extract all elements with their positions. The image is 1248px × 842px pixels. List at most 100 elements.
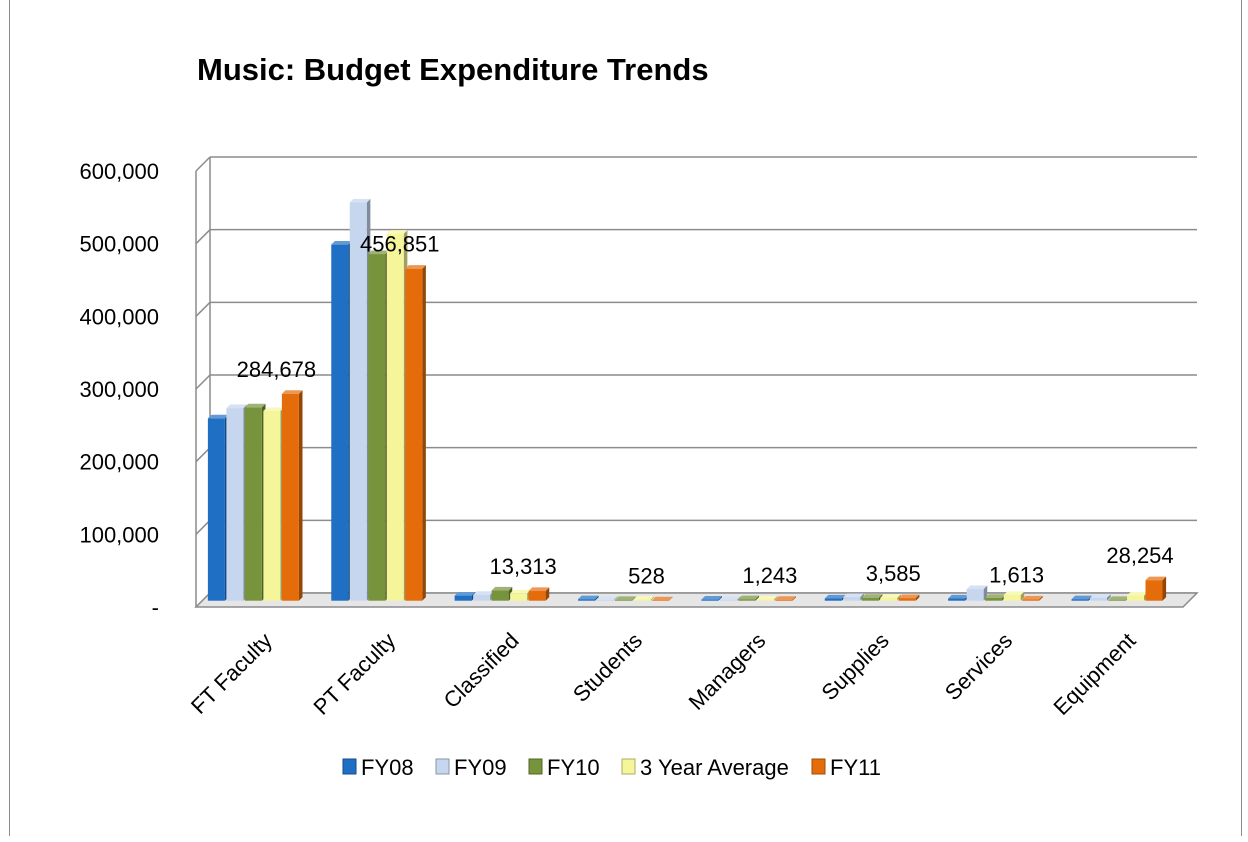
bar-3-year-average bbox=[756, 599, 774, 601]
bar-top bbox=[1145, 576, 1167, 581]
gridline-wall bbox=[195, 447, 211, 463]
legend-swatch bbox=[528, 758, 543, 775]
y-tick-label: 200,000 bbox=[79, 450, 159, 475]
bar-fy09 bbox=[226, 408, 244, 601]
bar-fy09 bbox=[966, 589, 984, 601]
bar-top bbox=[966, 585, 988, 590]
bar-fy11 bbox=[898, 598, 916, 601]
bar-side bbox=[422, 265, 426, 601]
bar-top bbox=[263, 407, 284, 412]
y-tick-label: 100,000 bbox=[79, 522, 159, 547]
bar-top bbox=[281, 390, 303, 394]
bar-fy11 bbox=[1145, 580, 1163, 601]
legend-swatch bbox=[435, 758, 450, 775]
bar-fy11 bbox=[652, 600, 670, 601]
gridline-wall bbox=[195, 156, 211, 172]
bar-fy11 bbox=[1022, 599, 1040, 601]
data-label: 13,313 bbox=[489, 554, 556, 579]
data-label: 456,851 bbox=[360, 232, 440, 257]
x-tick-label: PT Faculty bbox=[309, 628, 401, 720]
chart-floor bbox=[194, 592, 1199, 608]
bar-top bbox=[1003, 591, 1025, 596]
gridline-wall bbox=[195, 301, 211, 317]
bar-top bbox=[615, 596, 636, 600]
bar-3-year-average bbox=[510, 593, 528, 601]
bar-3-year-average bbox=[263, 411, 281, 601]
bar-top bbox=[898, 594, 920, 599]
legend-swatch bbox=[621, 758, 636, 775]
bar-side bbox=[736, 596, 741, 601]
legend-label: FY11 bbox=[830, 755, 881, 780]
bar-top bbox=[701, 596, 722, 600]
bar-top bbox=[824, 594, 846, 599]
bar-top bbox=[652, 596, 673, 601]
bar-fy10 bbox=[861, 597, 879, 601]
bar-fy09 bbox=[719, 599, 737, 601]
bar-side bbox=[298, 390, 303, 601]
bar-3-year-average bbox=[1003, 595, 1021, 601]
y-tick-label: - bbox=[152, 595, 159, 620]
gridline-wall bbox=[195, 229, 211, 245]
chart-frame: Music: Budget Expenditure Trends - 100,000… bbox=[9, 0, 1242, 836]
bar-3-year-average bbox=[1127, 595, 1145, 601]
bar-side bbox=[545, 587, 550, 601]
x-tick-label: Equipment bbox=[1048, 628, 1140, 720]
bar-top bbox=[880, 594, 901, 598]
bar-fy11 bbox=[775, 599, 793, 601]
bar-top bbox=[368, 250, 389, 255]
bar-top bbox=[510, 589, 531, 594]
bar-3-year-average bbox=[386, 233, 404, 601]
bar-fy08 bbox=[824, 598, 842, 601]
bar-top bbox=[207, 414, 229, 419]
legend-label: 3 Year Average bbox=[640, 755, 789, 780]
bar-top bbox=[843, 593, 864, 598]
bar-top bbox=[1022, 595, 1043, 600]
bar-top bbox=[226, 404, 247, 409]
bar-top bbox=[775, 596, 796, 600]
legend-label: FY09 bbox=[454, 755, 507, 780]
bar-fy08 bbox=[207, 418, 225, 601]
y-tick-label: 600,000 bbox=[79, 159, 159, 184]
bar-side bbox=[755, 595, 759, 601]
legend-label: FY08 bbox=[361, 755, 414, 780]
bar-top bbox=[528, 587, 550, 592]
data-label: 284,678 bbox=[237, 357, 317, 382]
bar-top bbox=[596, 596, 618, 600]
bar-side bbox=[650, 596, 655, 601]
data-label: 528 bbox=[628, 563, 665, 588]
bar-side bbox=[773, 595, 778, 601]
bar-fy08 bbox=[578, 599, 596, 601]
bar-3-year-average bbox=[633, 599, 651, 601]
bar-top bbox=[386, 230, 408, 234]
legend-swatch bbox=[811, 758, 826, 775]
bar-side bbox=[915, 594, 920, 601]
bar-top bbox=[491, 586, 513, 591]
x-tick-label: Supplies bbox=[816, 628, 893, 705]
bar-top bbox=[578, 595, 599, 600]
legend: FY08 FY09 FY10 3 Year Average FY11 bbox=[342, 755, 881, 780]
chart-title: Music: Budget Expenditure Trends bbox=[197, 52, 709, 87]
x-tick-label: Classified bbox=[439, 628, 524, 713]
bar-fy10 bbox=[368, 254, 386, 601]
bar-fy08 bbox=[948, 598, 966, 601]
bar-fy09 bbox=[473, 594, 491, 601]
bar-side bbox=[613, 596, 618, 601]
bar-fy10 bbox=[985, 597, 1003, 601]
bar-fy09 bbox=[843, 597, 861, 601]
bar-top bbox=[985, 594, 1006, 598]
x-tick-label: FT Faculty bbox=[186, 628, 277, 719]
bar-side bbox=[792, 596, 796, 601]
bar-top bbox=[719, 596, 741, 600]
bar-fy08 bbox=[701, 599, 719, 601]
gridline-wall bbox=[195, 519, 211, 535]
bar-side bbox=[1162, 576, 1167, 601]
bar-side bbox=[878, 594, 883, 601]
bar-side bbox=[860, 593, 864, 601]
data-label: 1,243 bbox=[742, 563, 797, 588]
bar-fy09 bbox=[1090, 597, 1108, 601]
bar-fy08 bbox=[331, 244, 349, 601]
bar-fy08 bbox=[1071, 599, 1089, 601]
bar-side bbox=[718, 596, 722, 601]
bar-fy08 bbox=[454, 595, 472, 601]
bar-top bbox=[1071, 595, 1093, 600]
